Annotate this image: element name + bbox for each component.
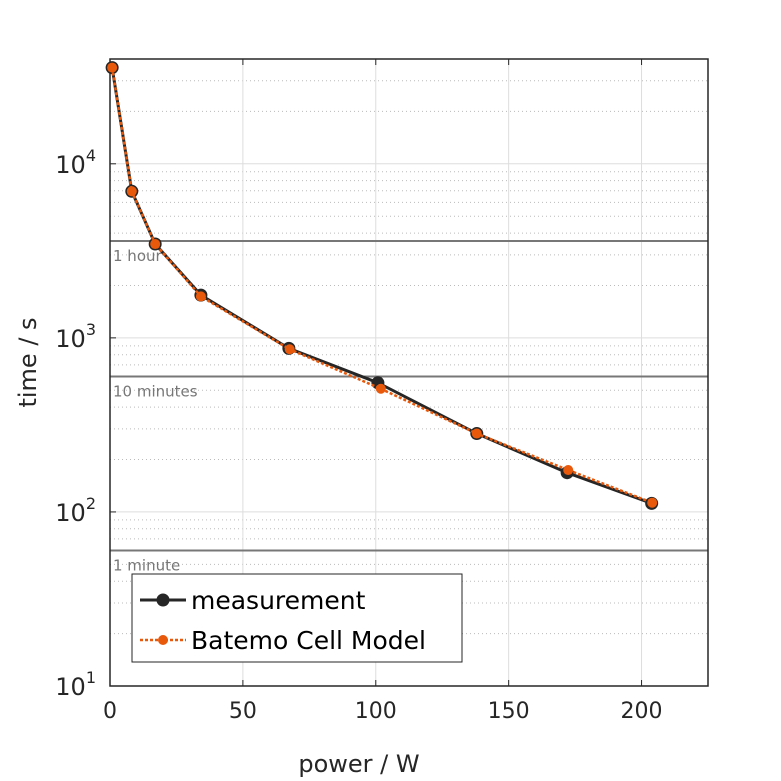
data-point [375, 383, 386, 394]
axes-box [109, 58, 709, 687]
legend-label: measurement [191, 586, 366, 615]
y-tick-label: 101 [55, 668, 96, 701]
data-point [563, 465, 574, 476]
y-tick-label: 102 [55, 494, 96, 527]
data-point [647, 497, 658, 508]
y-tick-base: 10 [55, 673, 86, 701]
legend-marker [156, 593, 170, 607]
y-tick-base: 10 [55, 499, 86, 527]
data-point [150, 239, 161, 250]
x-tick-label: 150 [488, 699, 530, 724]
x-tick-label: 200 [621, 699, 663, 724]
legend: measurement Batemo Cell Model [131, 573, 463, 663]
reference-line-label: 1 hour [113, 247, 163, 265]
y-tick-base: 10 [55, 325, 86, 353]
data-point [195, 291, 206, 302]
data-point [284, 344, 295, 355]
x-tick-label: 50 [229, 699, 257, 724]
x-tick-label: 100 [355, 699, 397, 724]
data-point [471, 428, 482, 439]
reference-line-label: 10 minutes [113, 382, 198, 400]
x-axis-label: power / W [298, 750, 419, 778]
legend-box [131, 573, 463, 663]
data-point [126, 186, 137, 197]
y-tick-exponent: 1 [86, 668, 96, 687]
data-point [107, 62, 118, 73]
legend-label: Batemo Cell Model [191, 626, 426, 655]
x-tick-label: 0 [103, 699, 117, 724]
y-tick-exponent: 4 [86, 146, 96, 165]
y-tick-label: 104 [55, 146, 96, 179]
legend-marker [158, 635, 168, 645]
y-tick-label: 103 [55, 320, 96, 353]
y-tick-exponent: 2 [86, 494, 96, 513]
y-tick-base: 10 [55, 151, 86, 179]
reference-line-label: 1 minute [113, 557, 180, 575]
y-axis-label: time / s [14, 317, 42, 407]
y-tick-exponent: 3 [86, 320, 96, 339]
